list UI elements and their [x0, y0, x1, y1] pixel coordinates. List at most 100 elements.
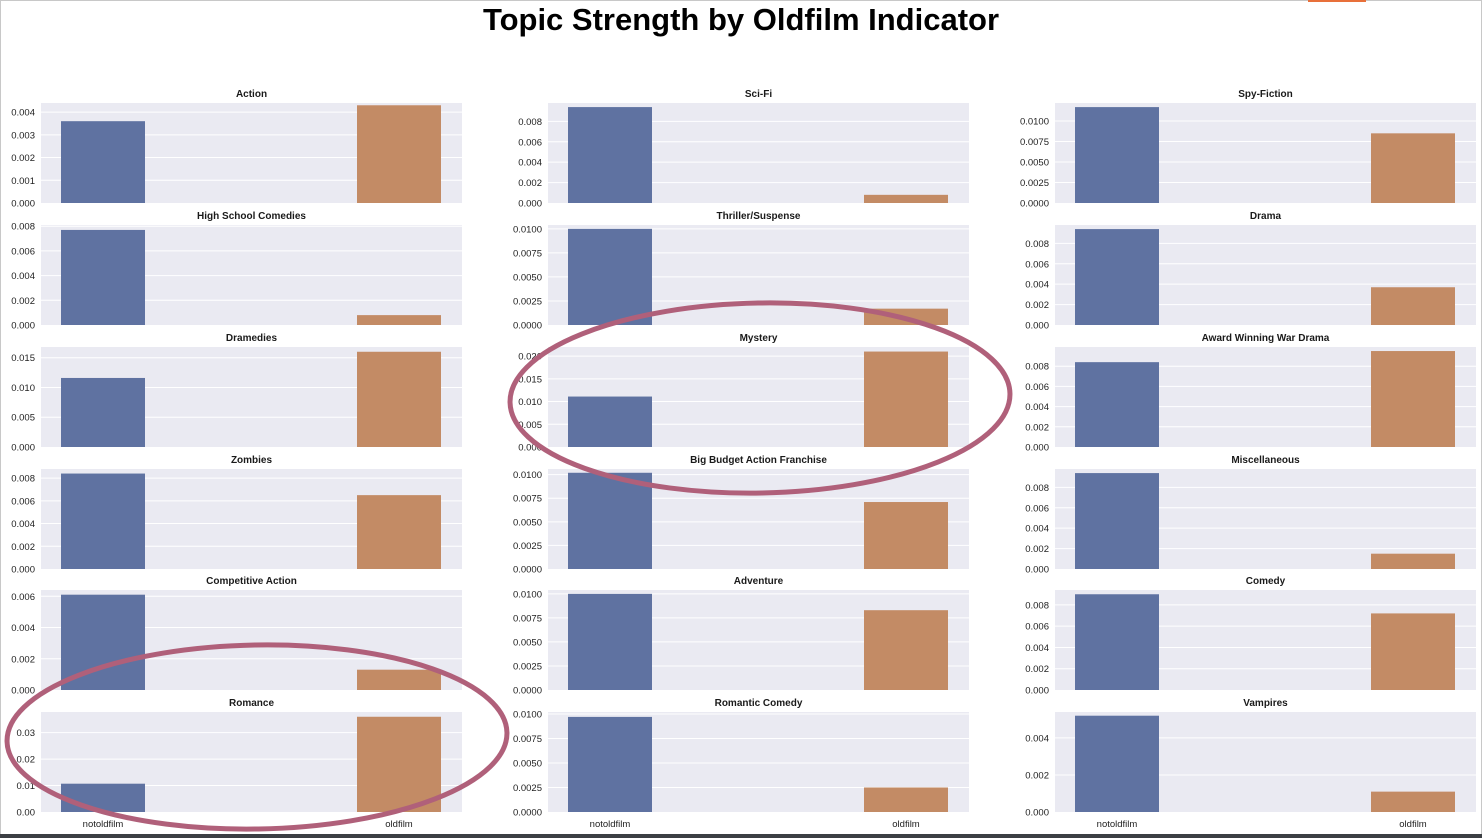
y-tick-label: 0.006 [11, 496, 35, 507]
y-tick-label: 0.0100 [513, 709, 542, 720]
panel-title: Vampires [1243, 698, 1288, 709]
y-tick-label: 0.006 [518, 137, 542, 148]
y-tick-label: 0.015 [11, 353, 35, 364]
y-tick-label: 0.000 [11, 321, 35, 332]
y-tick-label: 0.004 [1025, 643, 1049, 654]
y-tick-label: 0.002 [518, 178, 542, 189]
panel-sci-fi: 0.000 0.002 0.004 0.006 0.008 Sci-Fi [518, 89, 969, 210]
y-tick-label: 0.03 [17, 728, 36, 739]
bar-oldfilm [864, 787, 948, 812]
bar-oldfilm [357, 105, 441, 203]
y-tick-label: 0.0100 [1020, 117, 1049, 128]
panel-title: Award Winning War Drama [1202, 333, 1330, 344]
y-tick-label: 0.0025 [513, 783, 542, 794]
panel-title: Mystery [740, 333, 778, 344]
y-tick-label: 0.0050 [1020, 158, 1049, 169]
bar-notoldfilm [568, 396, 652, 447]
panel-vampires: 0.000 0.002 0.004 Vampires notoldfilm oldfilm [1025, 698, 1476, 830]
panel-title: Zombies [231, 455, 273, 466]
y-tick-label: 0.000 [11, 565, 35, 576]
y-tick-label: 0.006 [1025, 259, 1049, 270]
annotation-ring-mystery [507, 300, 1013, 496]
y-tick-label: 0.004 [11, 271, 35, 282]
bar-notoldfilm [61, 473, 145, 569]
panel-adventure: 0.0000 0.0025 0.0050 0.0075 0.0100 Adventure [513, 576, 969, 697]
y-tick-label: 0.000 [1025, 808, 1049, 819]
y-tick-label: 0.0025 [513, 296, 542, 307]
y-tick-label: 0.004 [518, 158, 542, 169]
y-tick-label: 0.00 [17, 808, 36, 819]
y-tick-label: 0.000 [518, 199, 542, 210]
y-tick-label: 0.01 [17, 781, 36, 792]
panel-action: 0.000 0.001 0.002 0.003 0.004 Action [11, 89, 462, 210]
y-tick-label: 0.005 [518, 420, 542, 431]
y-tick-label: 0.008 [518, 117, 542, 128]
panel-miscellaneous: 0.000 0.002 0.004 0.006 0.008 Miscellaneous [1025, 455, 1476, 576]
panel-high-school-comedies: 0.000 0.002 0.004 0.006 0.008 High School Com… [11, 211, 462, 332]
panel-drama: 0.000 0.002 0.004 0.006 0.008 Drama [1025, 211, 1476, 332]
panel-romance: 0.00 0.01 0.02 0.03 Romance notoldfilm oldfilm [17, 698, 462, 830]
panel-dramedies: 0.000 0.005 0.010 0.015 Dramedies [11, 333, 462, 454]
panel-romantic-comedy: 0.0000 0.0025 0.0050 0.0075 0.0100 Romantic C… [513, 698, 969, 830]
y-tick-label: 0.006 [1025, 503, 1049, 514]
x-tick-label: oldfilm [892, 819, 920, 830]
y-tick-label: 0.0075 [513, 613, 542, 624]
y-tick-label: 0.006 [11, 246, 35, 257]
y-tick-label: 0.002 [11, 153, 35, 164]
figure-title: Topic Strength by Oldfilm Indicator [482, 2, 1000, 37]
y-tick-label: 0.0050 [513, 637, 542, 648]
y-tick-label: 0.0075 [513, 734, 542, 745]
y-tick-label: 0.005 [11, 413, 35, 424]
y-tick-label: 0.0000 [513, 686, 542, 697]
y-tick-label: 0.0000 [1020, 199, 1049, 210]
panel-comedy: 0.000 0.002 0.004 0.006 0.008 Comedy [1025, 576, 1476, 697]
y-tick-label: 0.002 [1025, 422, 1049, 433]
y-tick-label: 0.006 [1025, 382, 1049, 393]
panel-title: Thriller/Suspense [717, 211, 801, 222]
x-tick-label: notoldfilm [1097, 819, 1138, 830]
bar-notoldfilm [1075, 594, 1159, 690]
y-tick-label: 0.008 [1025, 239, 1049, 250]
y-tick-label: 0.000 [11, 443, 35, 454]
y-tick-label: 0.0025 [513, 541, 542, 552]
y-tick-label: 0.0025 [513, 661, 542, 672]
y-tick-label: 0.0000 [513, 565, 542, 576]
y-tick-label: 0.000 [11, 686, 35, 697]
y-tick-label: 0.0050 [513, 758, 542, 769]
bar-oldfilm [357, 495, 441, 569]
y-tick-label: 0.000 [11, 199, 35, 210]
window-bottom-strip [0, 834, 1482, 838]
y-tick-label: 0.000 [1025, 565, 1049, 576]
y-tick-label: 0.000 [1025, 443, 1049, 454]
bar-notoldfilm [1075, 107, 1159, 203]
y-tick-label: 0.010 [11, 383, 35, 394]
x-tick-label: notoldfilm [83, 819, 124, 830]
y-tick-label: 0.003 [11, 130, 35, 141]
y-tick-label: 0.004 [1025, 402, 1049, 413]
y-tick-label: 0.002 [11, 296, 35, 307]
y-tick-label: 0.004 [1025, 280, 1049, 291]
y-tick-label: 0.004 [11, 108, 35, 119]
bar-oldfilm [1371, 613, 1455, 690]
bar-oldfilm [1371, 133, 1455, 203]
y-tick-label: 0.002 [1025, 300, 1049, 311]
y-tick-label: 0.015 [518, 374, 542, 385]
bar-oldfilm [864, 351, 948, 447]
y-tick-label: 0.002 [11, 542, 35, 553]
panel-spy-fiction: 0.0000 0.0025 0.0050 0.0075 0.0100 Spy-Fictio… [1020, 89, 1476, 210]
x-tick-label: oldfilm [385, 819, 413, 830]
x-tick-label: notoldfilm [590, 819, 631, 830]
y-tick-label: 0.004 [1025, 524, 1049, 535]
y-tick-label: 0.008 [11, 222, 35, 233]
bar-notoldfilm [1075, 362, 1159, 447]
panel-title: Action [236, 89, 267, 100]
y-tick-label: 0.0075 [513, 248, 542, 259]
panel-title: High School Comedies [197, 211, 306, 222]
y-tick-label: 0.0075 [513, 494, 542, 505]
panel-title: Big Budget Action Franchise [690, 455, 827, 466]
bar-oldfilm [357, 669, 441, 690]
y-tick-label: 0.0100 [513, 470, 542, 481]
y-tick-label: 0.008 [11, 474, 35, 485]
panel-title: Miscellaneous [1231, 455, 1300, 466]
panel-title: Romance [229, 698, 274, 709]
